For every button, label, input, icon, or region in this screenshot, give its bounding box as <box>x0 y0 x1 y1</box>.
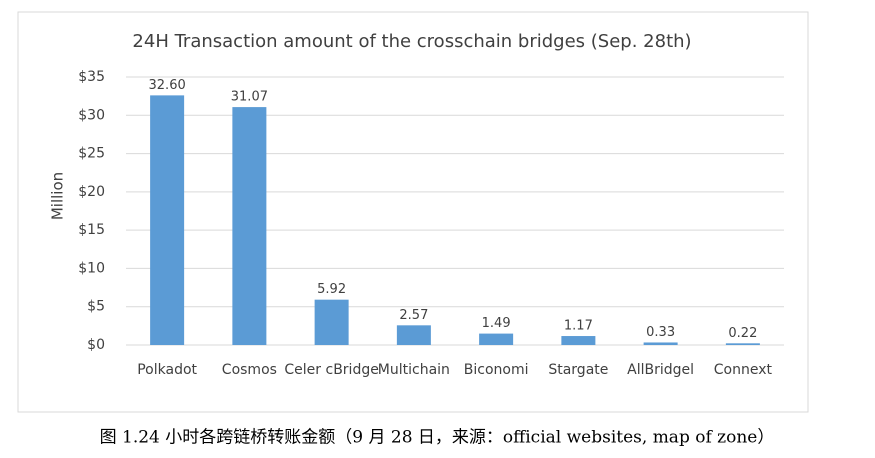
y-tick-label: $10 <box>78 260 105 276</box>
y-tick-label: $25 <box>78 146 105 162</box>
bar <box>725 343 760 345</box>
chart-title: 24H Transaction amount of the crosschain… <box>132 31 691 52</box>
x-tick-label: Polkadot <box>137 362 197 378</box>
y-tick-label: $0 <box>87 337 105 353</box>
y-tick-label: $20 <box>78 184 105 200</box>
bar <box>561 336 596 345</box>
x-tick-label: Connext <box>714 362 773 378</box>
x-tick-label: Biconomi <box>464 362 529 378</box>
bar <box>396 325 431 345</box>
value-label: 0.22 <box>728 326 757 341</box>
x-tick-label: Multichain <box>378 362 450 378</box>
y-axis-label: Million <box>49 172 67 220</box>
value-label: 2.57 <box>399 308 428 323</box>
bar <box>479 333 514 345</box>
bar <box>150 95 185 346</box>
x-tick-label: Cosmos <box>222 362 277 378</box>
bar <box>232 107 267 345</box>
y-tick-label: $5 <box>87 299 105 315</box>
x-tick-label: Stargate <box>548 362 608 378</box>
bar <box>643 342 678 345</box>
value-label: 1.17 <box>564 319 593 334</box>
value-label: 0.33 <box>646 325 675 340</box>
bar <box>314 299 349 345</box>
y-tick-label: $30 <box>78 107 105 123</box>
x-tick-label: AllBridgel <box>627 362 694 378</box>
value-label: 5.92 <box>317 282 346 297</box>
chart-frame <box>17 11 809 413</box>
x-tick-label: Celer cBridge <box>284 362 378 378</box>
value-label: 1.49 <box>482 316 511 331</box>
value-label: 32.60 <box>149 78 186 93</box>
caption: 图 1.24 小时各跨链桥转账金额（9 月 28 日，来源：official w… <box>100 428 775 448</box>
y-tick-label: $15 <box>78 222 105 238</box>
value-label: 31.07 <box>231 90 268 105</box>
y-tick-label: $35 <box>78 69 105 85</box>
